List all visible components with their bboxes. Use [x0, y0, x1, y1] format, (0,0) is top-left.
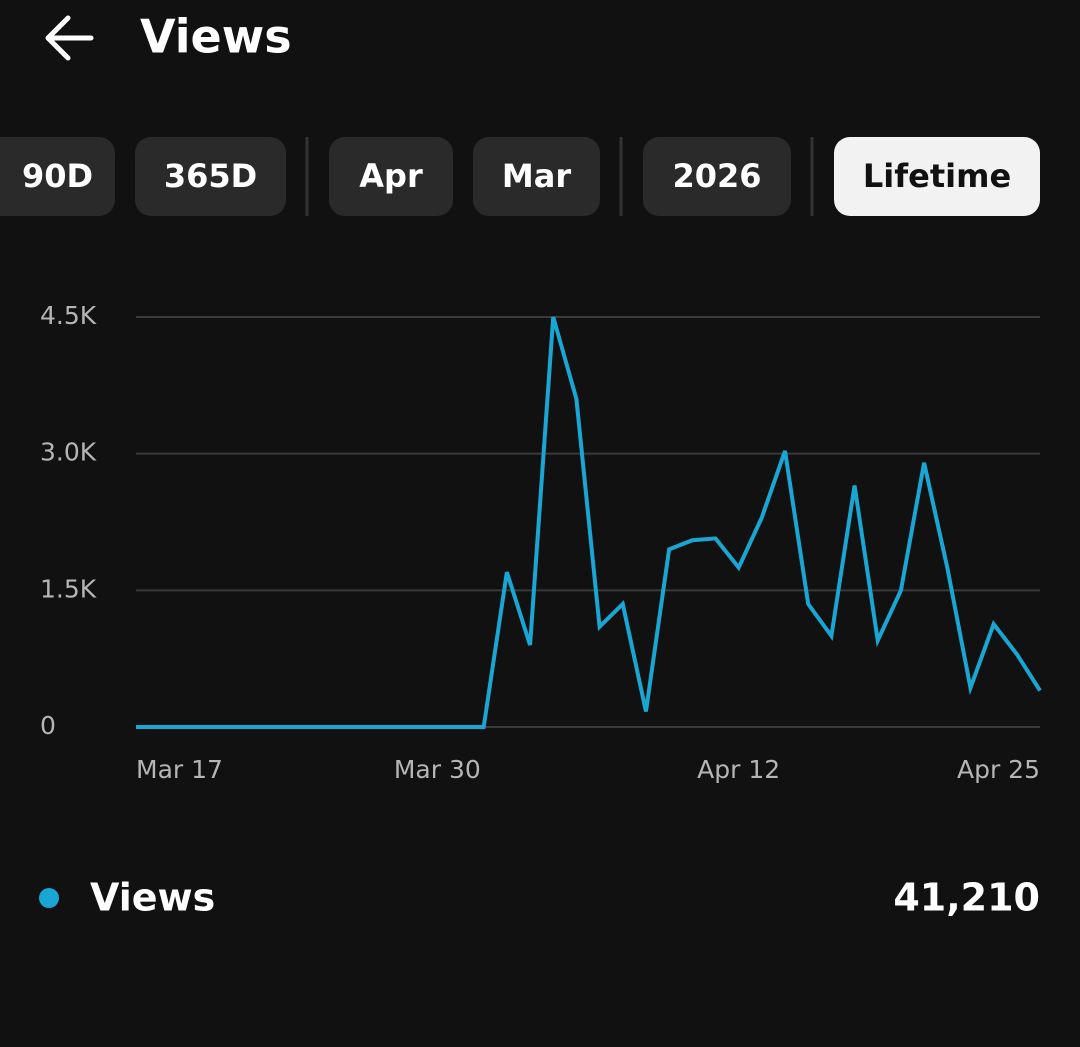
data-line	[136, 316, 1042, 729]
chip-label: 2026	[672, 157, 761, 195]
filter-chip[interactable]: 90D	[0, 137, 115, 216]
chip-label: Lifetime	[863, 157, 1011, 195]
x-tick-label: Mar 30	[394, 755, 481, 784]
chip-background	[135, 137, 286, 216]
filter-chip[interactable]: Mar	[473, 137, 600, 216]
back-arrow	[45, 15, 94, 61]
y-tick-label: 4.5K	[40, 301, 97, 330]
x-tick-label: Apr 12	[697, 755, 780, 784]
chip-background	[473, 137, 600, 216]
back-button[interactable]	[45, 15, 94, 61]
x-tick-label: Apr 25	[957, 755, 1040, 784]
legend-dot	[39, 888, 59, 908]
filter-chip[interactable]: Apr	[329, 137, 453, 216]
chip-background	[329, 137, 453, 216]
chip-background	[834, 137, 1040, 216]
chip-label: 90D	[22, 157, 93, 195]
chip-background	[643, 137, 791, 216]
chip-label: Apr	[359, 157, 423, 195]
y-tick-label: 3.0K	[40, 438, 97, 467]
chip-label: Mar	[502, 157, 571, 195]
total-value: 41,210	[893, 876, 1040, 920]
chip-background	[0, 137, 115, 216]
page-title: Views	[140, 10, 292, 64]
x-tick-label: Mar 17	[136, 755, 223, 784]
chip-label: 365D	[164, 157, 257, 195]
filter-chip[interactable]: 365D	[135, 137, 286, 216]
filter-chip[interactable]: 2026	[643, 137, 791, 216]
filter-chip[interactable]: Lifetime	[834, 137, 1040, 216]
legend-label: Views	[90, 876, 215, 920]
y-tick-label: 1.5K	[40, 574, 97, 603]
y-tick-label: 0	[40, 711, 56, 740]
